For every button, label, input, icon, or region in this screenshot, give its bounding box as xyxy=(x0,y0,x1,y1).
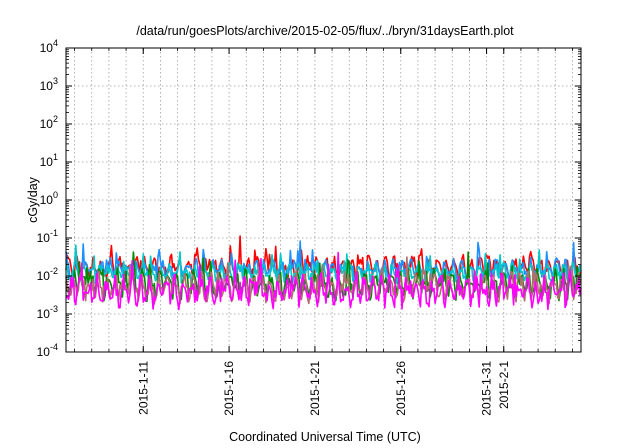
series-group xyxy=(65,235,582,311)
y-tick-label: 10-3 xyxy=(37,304,58,321)
series-line-3 xyxy=(65,244,582,285)
x-tick-label: 2015-1-26 xyxy=(394,361,408,416)
y-tick-label: 10-4 xyxy=(37,342,58,359)
x-tick-label: 2015-1-31 xyxy=(480,361,494,416)
chart-title: /data/run/goesPlots/archive/2015-02-05/f… xyxy=(136,24,514,38)
y-tick-label: 103 xyxy=(40,76,58,93)
series-line-6 xyxy=(65,251,582,311)
y-tick-label: 101 xyxy=(40,152,58,169)
x-tick-label: 2015-1-11 xyxy=(136,361,150,415)
x-tick-label: 2015-1-21 xyxy=(308,361,322,416)
x-tick-label: 2015-2-1 xyxy=(497,361,511,409)
y-tick-label: 10-2 xyxy=(37,266,58,283)
y-tick-label: 10-1 xyxy=(37,228,58,245)
y-tick-label: 104 xyxy=(40,38,58,55)
x-tick-label: 2015-1-16 xyxy=(222,361,236,416)
y-tick-label: 100 xyxy=(40,190,58,207)
grid xyxy=(66,48,581,352)
y-axis-title: cGy/day xyxy=(26,176,40,223)
y-tick-label: 102 xyxy=(40,114,58,131)
x-axis: 2015-1-11 2015-1-16 2015-1-21 2015-1-26 2015… xyxy=(74,48,573,416)
x-axis-title: Coordinated Universal Time (UTC) xyxy=(229,430,421,444)
